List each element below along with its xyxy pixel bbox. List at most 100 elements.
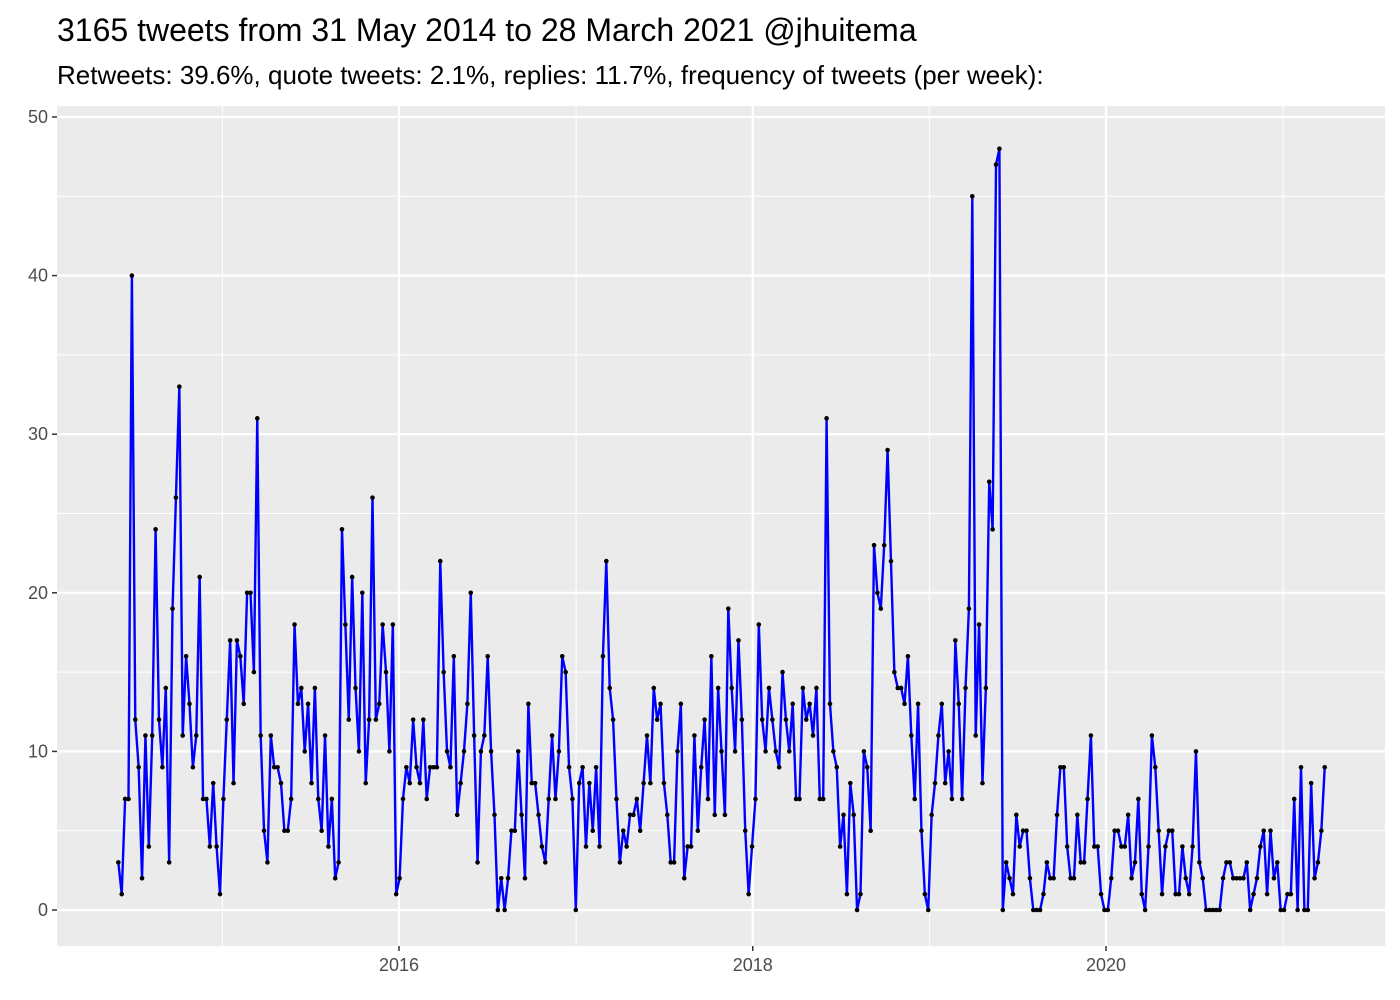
data-point xyxy=(820,796,826,802)
data-point xyxy=(620,828,626,833)
data-point xyxy=(275,764,280,770)
data-point xyxy=(797,796,802,802)
data-point xyxy=(573,907,579,913)
data-point xyxy=(177,384,182,389)
data-point xyxy=(1041,891,1046,897)
data-point xyxy=(1108,875,1114,881)
data-point xyxy=(173,495,179,500)
data-point xyxy=(712,812,718,818)
data-point xyxy=(1190,844,1195,849)
data-point xyxy=(1227,860,1233,865)
data-point xyxy=(160,764,165,770)
data-point xyxy=(532,780,538,786)
data-point xyxy=(146,844,152,849)
data-point xyxy=(180,733,186,738)
data-point xyxy=(1014,812,1019,818)
data-point xyxy=(258,733,263,738)
data-point xyxy=(149,733,155,738)
data-point xyxy=(617,860,623,865)
data-point xyxy=(299,685,304,691)
data-point xyxy=(624,844,629,849)
data-point xyxy=(410,717,416,722)
data-point xyxy=(681,875,687,881)
data-point xyxy=(404,764,409,770)
data-point xyxy=(715,685,721,691)
data-point xyxy=(648,780,653,786)
data-point xyxy=(932,780,938,786)
data-point xyxy=(1176,891,1182,897)
data-point xyxy=(448,764,453,770)
data-point xyxy=(780,669,785,675)
data-point xyxy=(1200,875,1206,881)
data-point xyxy=(1061,764,1067,770)
data-point xyxy=(949,796,955,802)
data-point xyxy=(861,749,867,754)
y-tick-label: 20 xyxy=(28,583,48,603)
data-point xyxy=(973,733,978,738)
data-point xyxy=(326,844,331,849)
data-point xyxy=(1007,875,1012,881)
data-point xyxy=(132,717,138,722)
data-point xyxy=(129,273,135,278)
data-point xyxy=(1237,875,1243,881)
data-point xyxy=(969,194,975,199)
data-point xyxy=(227,638,233,643)
data-point xyxy=(966,606,972,611)
data-point xyxy=(1010,891,1016,897)
data-point xyxy=(1173,891,1178,897)
data-point xyxy=(1295,907,1300,913)
data-point xyxy=(1095,844,1100,849)
data-point xyxy=(600,653,606,659)
data-point xyxy=(183,653,189,659)
data-point xyxy=(1102,907,1107,913)
data-point xyxy=(566,764,572,770)
data-point xyxy=(614,796,619,802)
data-point xyxy=(356,749,362,754)
data-point xyxy=(1302,907,1307,913)
data-point xyxy=(451,653,457,659)
data-point xyxy=(1234,875,1239,881)
data-point xyxy=(831,749,836,754)
data-point xyxy=(234,638,240,643)
data-point xyxy=(678,701,684,707)
data-point xyxy=(824,416,829,421)
data-point xyxy=(505,875,511,881)
data-point xyxy=(1078,860,1084,865)
data-point xyxy=(1315,860,1321,865)
data-point xyxy=(495,907,501,913)
data-point xyxy=(858,891,863,897)
data-point xyxy=(1210,907,1216,913)
data-point xyxy=(488,749,494,754)
data-point xyxy=(604,558,609,564)
data-point xyxy=(1088,733,1094,738)
data-point xyxy=(282,828,287,833)
data-point xyxy=(848,780,853,786)
data-point xyxy=(437,558,443,564)
data-point xyxy=(1159,891,1165,897)
data-point xyxy=(1027,875,1033,881)
data-point xyxy=(776,764,782,770)
data-point xyxy=(200,796,206,802)
data-point xyxy=(644,733,650,738)
data-point xyxy=(322,733,328,738)
data-point xyxy=(261,828,267,833)
data-point xyxy=(742,828,748,833)
data-point xyxy=(1142,907,1148,913)
data-point xyxy=(1278,907,1283,913)
data-point xyxy=(156,717,162,722)
data-point xyxy=(346,717,352,722)
data-point xyxy=(241,701,247,707)
data-point xyxy=(244,590,250,596)
data-point xyxy=(885,447,890,453)
data-point xyxy=(502,907,507,913)
data-point xyxy=(844,891,850,897)
data-point xyxy=(912,796,917,802)
chart-subtitle: Retweets: 39.6%, quote tweets: 2.1%, rep… xyxy=(57,60,1044,90)
data-point xyxy=(915,701,921,707)
data-point xyxy=(349,574,355,580)
data-point xyxy=(254,416,260,421)
data-point xyxy=(688,844,694,849)
data-point xyxy=(881,542,887,548)
data-point xyxy=(397,875,402,881)
data-point xyxy=(485,653,491,659)
